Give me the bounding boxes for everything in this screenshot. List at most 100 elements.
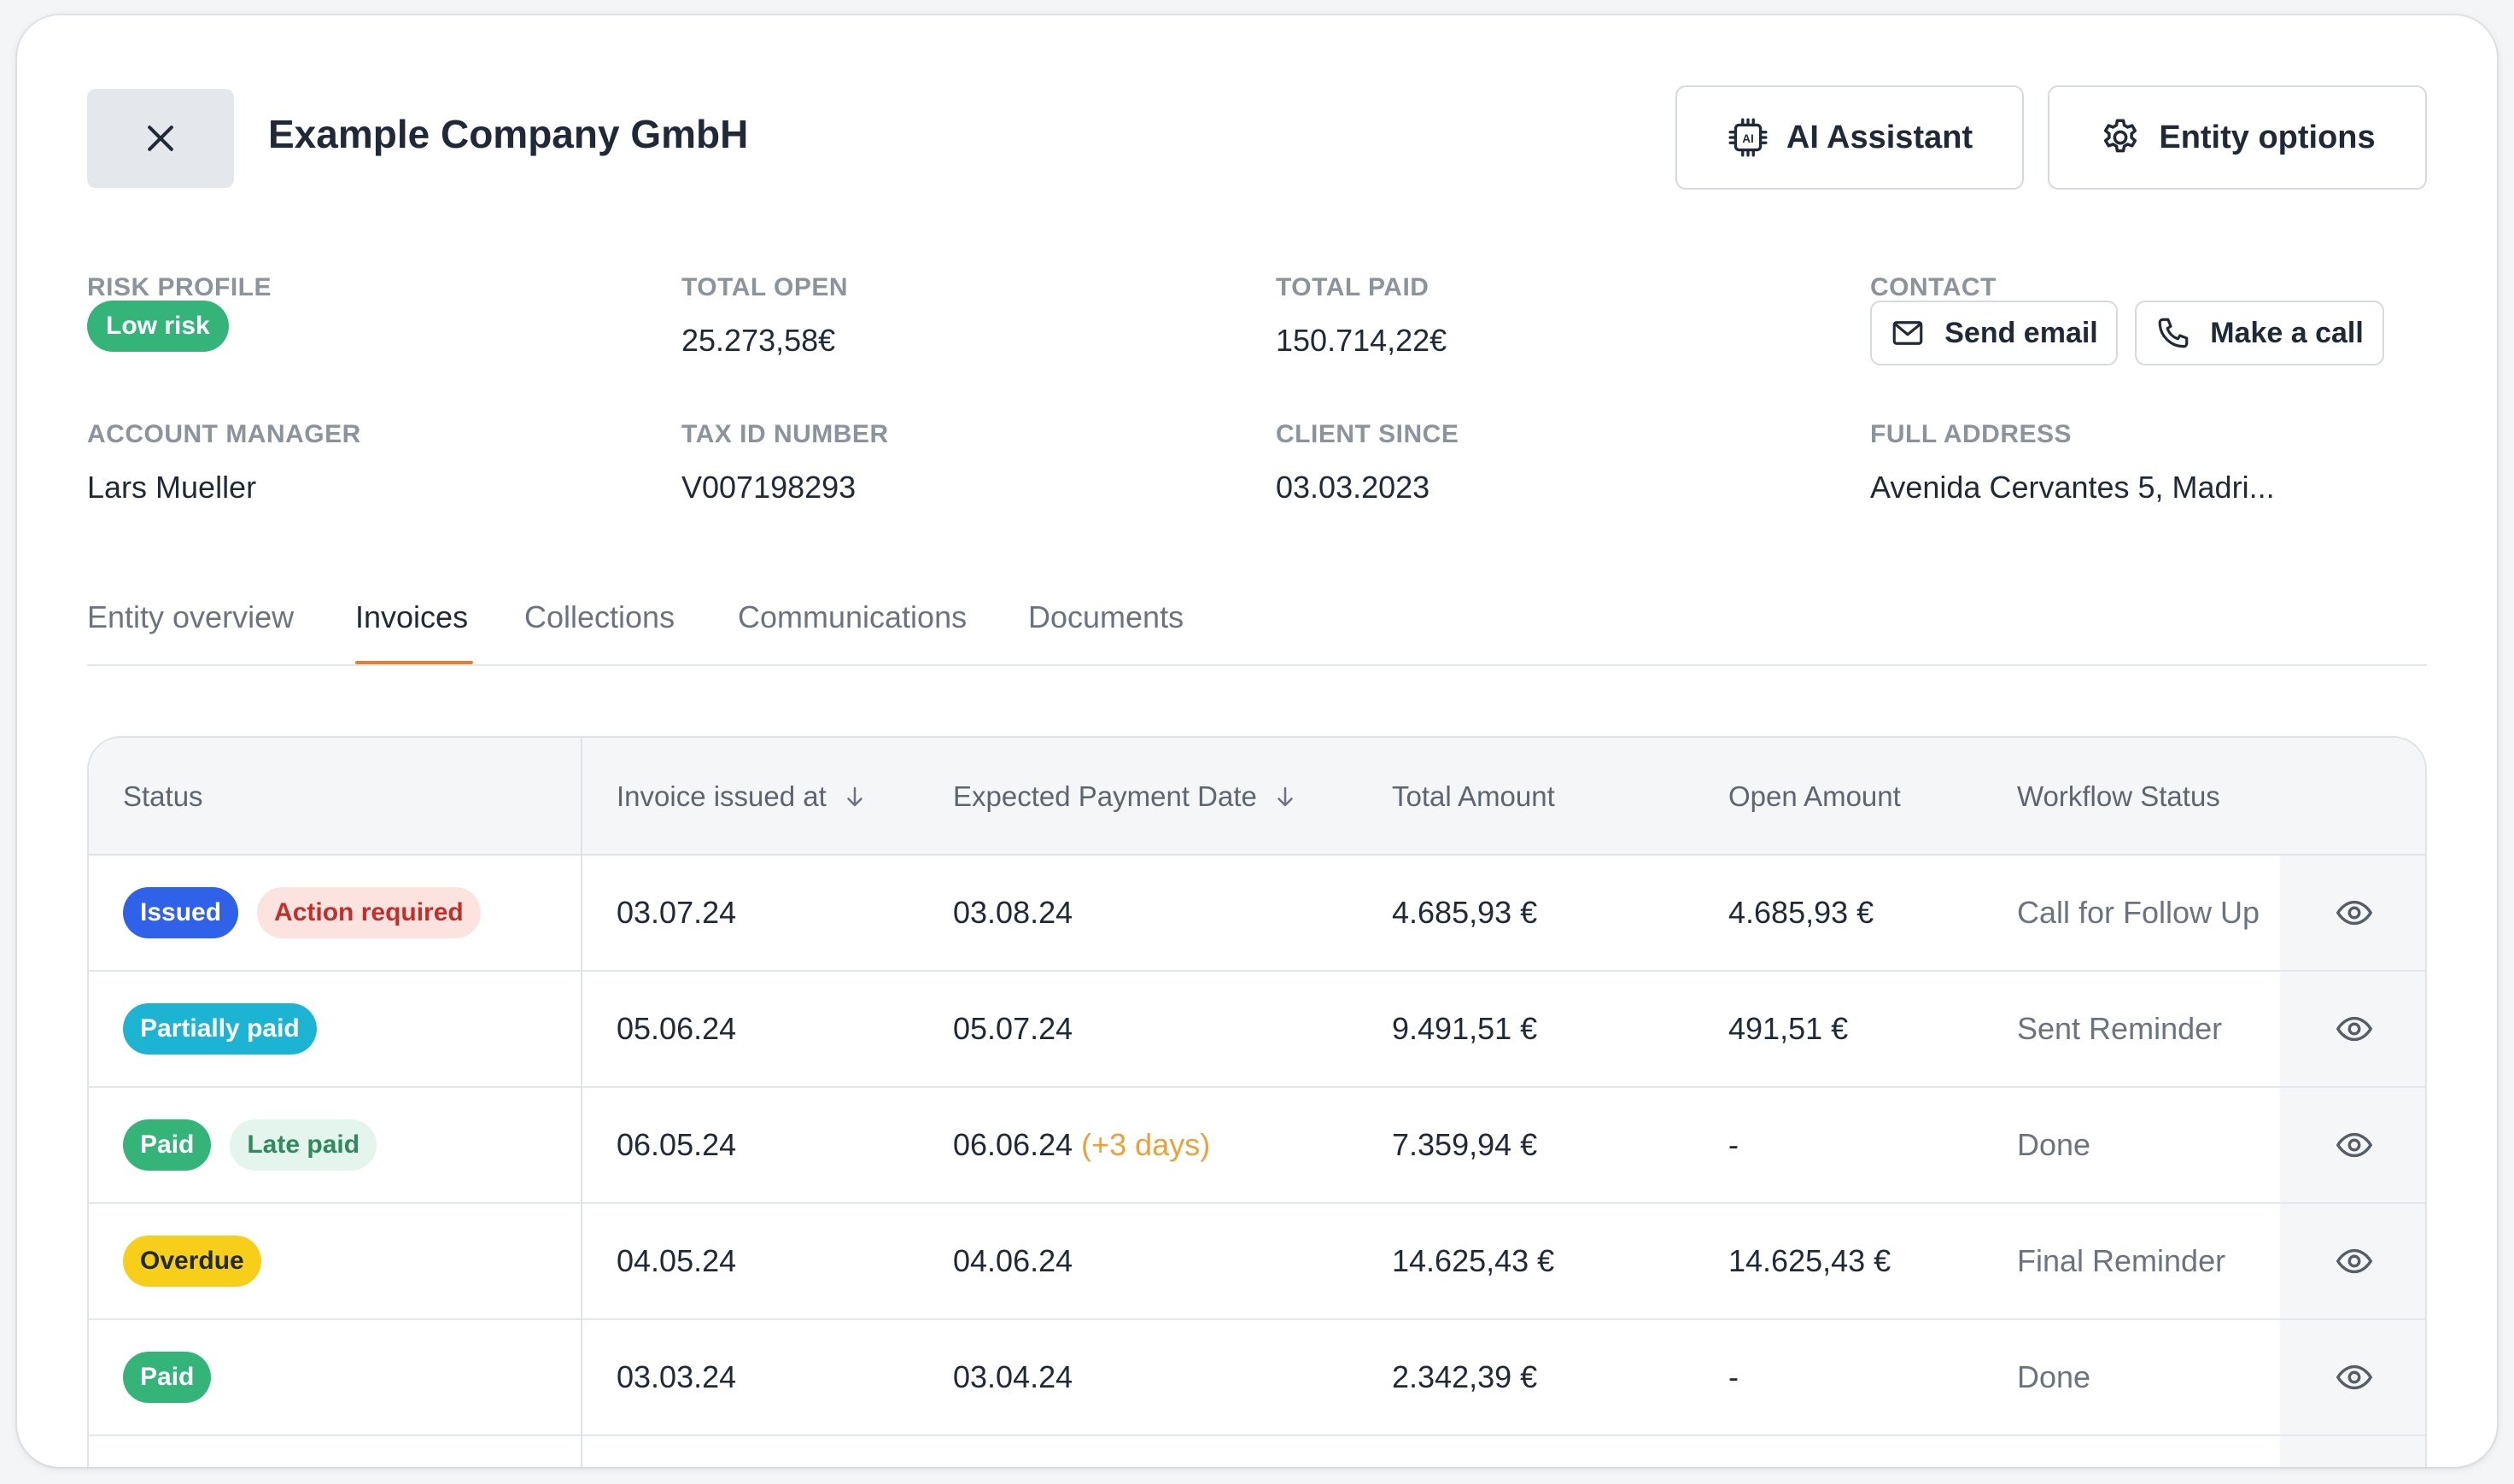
open-amount-cell: 491,51 €	[1728, 1011, 1849, 1046]
workflow-status-cell: Call for Follow Up	[2017, 895, 2260, 930]
table-row[interactable]: Paid Late paid 06.05.24 06.06.24 (+3 days) 7.…	[89, 1088, 2425, 1204]
sort-arrow-down-icon	[1277, 786, 1293, 807]
account-manager-value: Lars Mueller	[87, 470, 257, 505]
table-row[interactable]: Overdue 04.05.24 04.06.24 14.625,43 € 14.625…	[89, 1204, 2425, 1320]
table-row[interactable]: Paid 03.03.24 03.04.24 2.342,39 € - Done	[89, 1320, 2425, 1436]
tax-id-value: V007198293	[681, 470, 857, 505]
total-amount-cell: 2.342,39 €	[1392, 1359, 1538, 1394]
tab-entity-overview[interactable]: Entity overview	[87, 599, 295, 634]
expected-date: 03.08.24	[953, 895, 1073, 930]
open-amount-cell: -	[1728, 1127, 1739, 1162]
expected-date: 06.06.24	[953, 1127, 1073, 1162]
expected-date: 03.04.24	[953, 1359, 1073, 1394]
close-button[interactable]	[87, 89, 234, 188]
tax-id-label: TAX ID NUMBER	[681, 420, 889, 448]
total-paid-value: 150.714,22€	[1276, 323, 1447, 358]
active-tab-indicator	[355, 661, 473, 664]
status-cell: Paid Late paid	[123, 1088, 395, 1202]
total-amount-cell: 7.359,94 €	[1392, 1127, 1538, 1162]
status-cell: Paid	[123, 1320, 230, 1434]
total-open-value: 25.273,58€	[681, 323, 836, 358]
phone-icon	[2158, 318, 2189, 348]
expected-date-cell: 04.06.24	[953, 1204, 1073, 1318]
expected-date: 05.07.24	[953, 1011, 1073, 1046]
contact-label: CONTACT	[1870, 273, 1997, 301]
total-amount-cell: 9.491,51 €	[1392, 1011, 1538, 1046]
expected-date-cell: 03.08.24	[953, 856, 1073, 970]
full-address-value: Avenida Cervantes 5, Madri...	[1870, 470, 2275, 505]
issued-date-cell: 05.06.24	[617, 1011, 737, 1046]
table-row[interactable]	[89, 1436, 2425, 1467]
make-call-label: Make a call	[2210, 316, 2364, 349]
expected-date-cell: 03.04.24	[953, 1320, 1073, 1434]
column-header-workflow: Workflow Status	[2017, 780, 2220, 812]
column-header-expected[interactable]: Expected Payment Date	[953, 738, 1298, 856]
page-title: Example Company GmbH	[268, 112, 749, 156]
table-row[interactable]: Issued Action required 03.07.24 03.08.24 4.6…	[89, 856, 2425, 972]
expected-date: 04.06.24	[953, 1243, 1073, 1278]
tab-documents[interactable]: Documents	[1028, 599, 1184, 634]
status-cell: Overdue	[123, 1204, 280, 1318]
send-email-label: Send email	[1944, 316, 2098, 349]
risk-badge: Low risk	[87, 301, 229, 352]
eye-icon	[2336, 1364, 2373, 1390]
tab-collections[interactable]: Collections	[524, 599, 675, 634]
open-amount-cell: 14.625,43 €	[1728, 1243, 1891, 1278]
view-invoice-button[interactable]	[2335, 856, 2374, 970]
sort-arrow-down-icon	[847, 786, 862, 807]
expected-date-cell: 06.06.24 (+3 days)	[953, 1088, 1210, 1202]
open-amount-cell: -	[1728, 1359, 1739, 1394]
view-invoice-button[interactable]	[2335, 972, 2374, 1086]
total-open-label: TOTAL OPEN	[681, 273, 849, 301]
issued-date-cell: 04.05.24	[617, 1243, 737, 1278]
entity-options-button[interactable]: Entity options	[2048, 85, 2427, 190]
ai-assistant-button[interactable]: AI AI Assistant	[1675, 85, 2024, 190]
status-badge: Issued	[123, 887, 239, 938]
status-badge: Late paid	[230, 1119, 377, 1171]
workflow-status-cell: Done	[2017, 1127, 2091, 1162]
tab-invoices[interactable]: Invoices	[355, 599, 469, 634]
status-badge: Partially paid	[123, 1003, 317, 1055]
make-call-button[interactable]: Make a call	[2135, 301, 2384, 365]
table-header: Status Invoice issued at Expected Paymen…	[89, 738, 2425, 856]
client-since-label: CLIENT SINCE	[1276, 420, 1459, 448]
issued-date-cell: 06.05.24	[617, 1127, 737, 1162]
account-manager-label: ACCOUNT MANAGER	[87, 420, 361, 448]
total-paid-label: TOTAL PAID	[1276, 273, 1429, 301]
workflow-status-cell: Final Reminder	[2017, 1243, 2226, 1278]
column-header-issued[interactable]: Invoice issued at	[617, 738, 868, 856]
eye-icon	[2336, 1132, 2373, 1158]
close-icon	[148, 126, 173, 151]
issued-date-cell: 03.07.24	[617, 895, 737, 930]
invoices-table: Status Invoice issued at Expected Paymen…	[87, 736, 2427, 1467]
workflow-status-cell: Done	[2017, 1359, 2091, 1394]
ai-assistant-label: AI Assistant	[1786, 119, 1973, 155]
view-invoice-button[interactable]	[2335, 1088, 2374, 1202]
table-row[interactable]: Partially paid 05.06.24 05.07.24 9.491,51 €…	[89, 972, 2425, 1088]
view-invoice-button[interactable]	[2335, 1320, 2374, 1434]
send-email-button[interactable]: Send email	[1870, 301, 2118, 365]
open-amount-cell: 4.685,93 €	[1728, 895, 1874, 930]
total-amount-cell: 14.625,43 €	[1392, 1243, 1555, 1278]
gear-icon	[2104, 119, 2137, 153]
column-header-status: Status	[123, 780, 203, 812]
status-badge: Paid	[123, 1352, 212, 1403]
status-cell: Partially paid	[123, 972, 336, 1086]
late-days-note: (+3 days)	[1081, 1127, 1211, 1162]
tab-communications[interactable]: Communications	[738, 599, 968, 634]
status-cell: Issued Action required	[123, 856, 500, 970]
status-badge: Overdue	[123, 1236, 261, 1287]
svg-text:AI: AI	[1742, 132, 1754, 145]
full-address-label: FULL ADDRESS	[1870, 420, 2073, 448]
view-invoice-button[interactable]	[2335, 1204, 2374, 1318]
column-header-total: Total Amount	[1392, 780, 1555, 812]
ai-chip-icon: AI	[1728, 118, 1768, 157]
total-amount-cell: 4.685,93 €	[1392, 895, 1538, 930]
workflow-status-cell: Sent Reminder	[2017, 1011, 2223, 1046]
risk-profile-label: RISK PROFILE	[87, 273, 272, 301]
entity-options-label: Entity options	[2159, 119, 2376, 155]
entity-detail-card: Example Company GmbH AI AI Assistant Ent…	[17, 15, 2497, 1467]
issued-date-cell: 03.03.24	[617, 1359, 737, 1394]
status-column-divider	[581, 738, 582, 1467]
status-badge: Paid	[123, 1119, 212, 1171]
